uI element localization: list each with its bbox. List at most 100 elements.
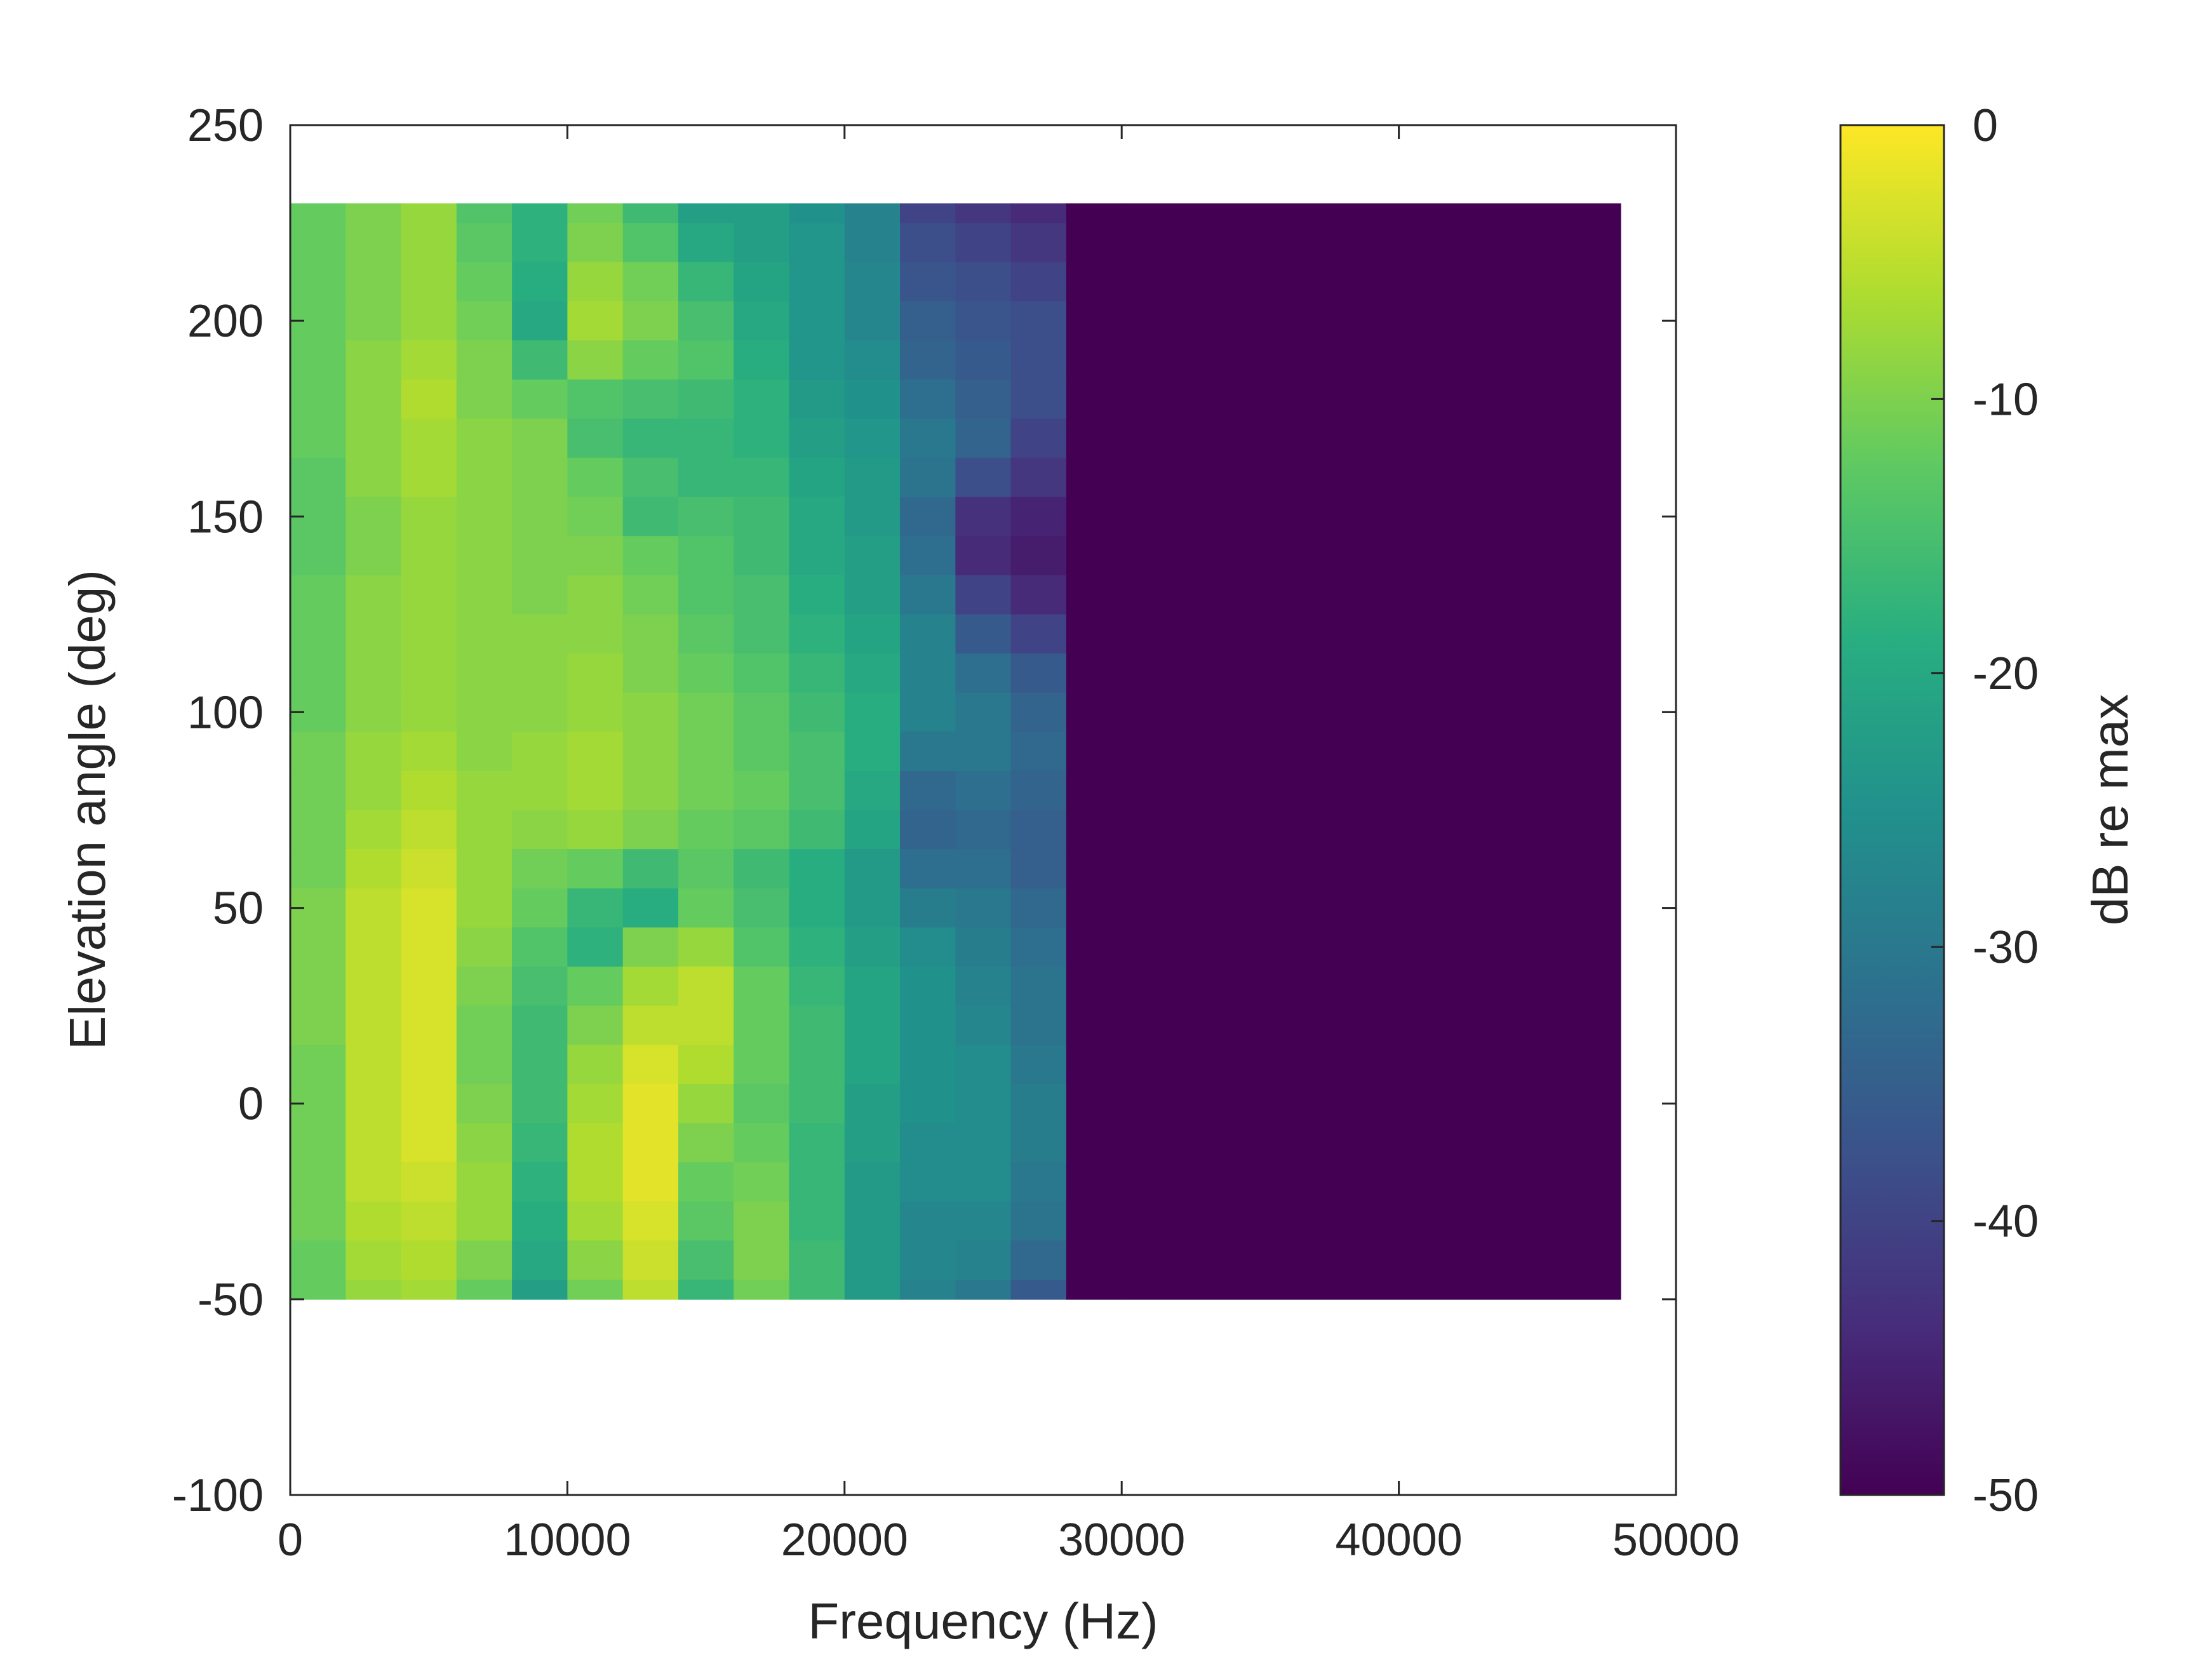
heatmap-cell bbox=[955, 1083, 1012, 1124]
heatmap-cell bbox=[789, 340, 845, 380]
heatmap-cell bbox=[844, 1045, 901, 1085]
heatmap-cell bbox=[900, 1201, 956, 1242]
heatmap-cell bbox=[345, 1162, 402, 1202]
heatmap-cell bbox=[1066, 967, 1122, 1007]
heatmap-cell bbox=[622, 888, 679, 928]
heatmap-cell bbox=[1010, 419, 1067, 459]
x-tick-label: 10000 bbox=[504, 1515, 631, 1565]
heatmap-cell bbox=[1066, 1201, 1122, 1242]
heatmap-cell bbox=[844, 810, 901, 850]
heatmap-cell bbox=[1066, 223, 1122, 263]
heatmap-cell bbox=[290, 1123, 347, 1163]
heatmap-cell bbox=[401, 653, 457, 694]
heatmap-cell bbox=[290, 770, 347, 811]
heatmap-cell bbox=[401, 1240, 457, 1280]
heatmap-cell bbox=[1066, 1240, 1122, 1280]
heatmap-cell bbox=[456, 888, 513, 928]
heatmap-cell bbox=[401, 1280, 457, 1300]
heatmap-cell bbox=[734, 810, 790, 850]
heatmap-cell bbox=[1066, 1045, 1122, 1085]
heatmap-cell bbox=[900, 967, 956, 1007]
heatmap-cell bbox=[290, 614, 347, 654]
heatmap-cell bbox=[734, 497, 790, 537]
heatmap-cell bbox=[401, 262, 457, 302]
y-tick-label: 50 bbox=[213, 883, 264, 934]
colorbar-tick-label: 0 bbox=[1973, 100, 1998, 151]
heatmap-cell bbox=[456, 497, 513, 537]
heatmap-cell bbox=[1066, 457, 1122, 498]
heatmap-cell bbox=[567, 653, 624, 694]
heatmap-cell bbox=[1122, 1083, 1621, 1124]
heatmap-cell bbox=[844, 1162, 901, 1202]
heatmap-cell bbox=[290, 575, 347, 615]
y-tick-label: 150 bbox=[187, 492, 264, 542]
heatmap-cell bbox=[734, 1280, 790, 1300]
heatmap-cell bbox=[456, 1162, 513, 1202]
heatmap-cell bbox=[401, 1162, 457, 1202]
heatmap-cell bbox=[844, 1083, 901, 1124]
heatmap-cell bbox=[290, 379, 347, 419]
heatmap-cell bbox=[512, 692, 568, 732]
heatmap-cell bbox=[678, 203, 735, 224]
heatmap-cell bbox=[622, 340, 679, 380]
heatmap-cell bbox=[1010, 301, 1067, 341]
heatmap-cell bbox=[955, 262, 1012, 302]
heatmap-cell bbox=[345, 927, 402, 967]
heatmap-cell bbox=[1066, 1162, 1122, 1202]
heatmap-cell bbox=[567, 849, 624, 889]
heatmap-cell bbox=[567, 301, 624, 341]
heatmap-cell bbox=[1122, 732, 1621, 772]
heatmap-cell bbox=[1010, 888, 1067, 928]
heatmap-cell bbox=[734, 770, 790, 811]
heatmap-cell bbox=[1122, 1201, 1621, 1242]
heatmap-cells bbox=[290, 203, 1621, 1300]
heatmap-cell bbox=[567, 1240, 624, 1280]
heatmap-cell bbox=[734, 1201, 790, 1242]
heatmap-cell bbox=[900, 203, 956, 224]
heatmap-cell bbox=[512, 1083, 568, 1124]
heatmap-cell bbox=[678, 419, 735, 459]
heatmap-cell bbox=[401, 849, 457, 889]
heatmap-cell bbox=[1010, 810, 1067, 850]
heatmap-cell bbox=[622, 692, 679, 732]
heatmap-cell bbox=[678, 614, 735, 654]
heatmap-cell bbox=[622, 653, 679, 694]
heatmap-cell bbox=[1010, 497, 1067, 537]
heatmap-cell bbox=[955, 1240, 1012, 1280]
heatmap-cell bbox=[1122, 888, 1621, 928]
heatmap-cell bbox=[290, 536, 347, 576]
heatmap-cell bbox=[789, 653, 845, 694]
heatmap-cell bbox=[1066, 497, 1122, 537]
heatmap-cell bbox=[1066, 419, 1122, 459]
heatmap-cell bbox=[345, 1045, 402, 1085]
colorbar-tick-label: -50 bbox=[1973, 1470, 2039, 1521]
heatmap-cell bbox=[622, 1005, 679, 1045]
heatmap-cell bbox=[900, 1005, 956, 1045]
heatmap-cell bbox=[900, 888, 956, 928]
heatmap-cell bbox=[1010, 1201, 1067, 1242]
heatmap-cell bbox=[789, 849, 845, 889]
heatmap-cell bbox=[900, 419, 956, 459]
heatmap-cell bbox=[1010, 732, 1067, 772]
heatmap-cell bbox=[1122, 692, 1621, 732]
heatmap-cell bbox=[456, 379, 513, 419]
colorbar-tick-label: -30 bbox=[1973, 922, 2039, 973]
heatmap-cell bbox=[789, 1083, 845, 1124]
heatmap-cell bbox=[955, 1005, 1012, 1045]
heatmap-cell bbox=[844, 1123, 901, 1163]
heatmap-cell bbox=[401, 575, 457, 615]
heatmap-cell bbox=[1010, 1005, 1067, 1045]
heatmap-cell bbox=[678, 692, 735, 732]
heatmap-cell bbox=[401, 810, 457, 850]
heatmap-cell bbox=[734, 1240, 790, 1280]
heatmap-cell bbox=[789, 1045, 845, 1085]
heatmap-cell bbox=[567, 457, 624, 498]
heatmap-cell bbox=[1122, 810, 1621, 850]
heatmap-cell bbox=[678, 849, 735, 889]
heatmap-cell bbox=[734, 614, 790, 654]
heatmap-cell bbox=[567, 536, 624, 576]
heatmap-cell bbox=[345, 770, 402, 811]
y-tick-label: -50 bbox=[198, 1275, 264, 1325]
heatmap-cell bbox=[678, 1123, 735, 1163]
heatmap-cell bbox=[844, 457, 901, 498]
